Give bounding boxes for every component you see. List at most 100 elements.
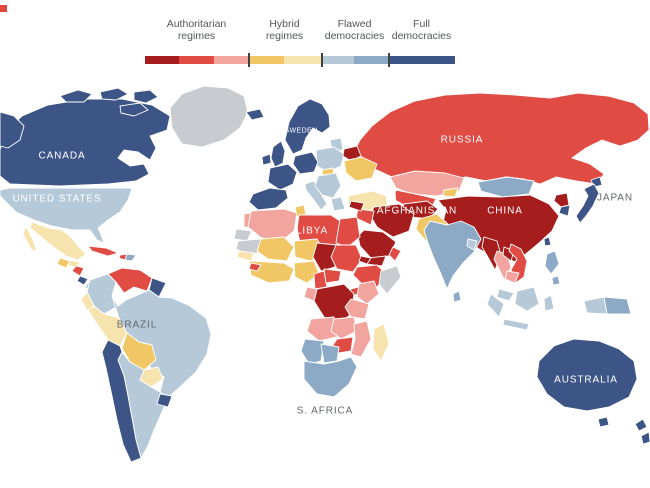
region-greenland xyxy=(169,85,249,148)
region-north-korea xyxy=(553,192,570,208)
region-indonesia-papua xyxy=(583,296,608,315)
region-arctic-island xyxy=(119,102,149,117)
legend-swatch-auth-light xyxy=(213,56,248,64)
region-france xyxy=(267,163,298,191)
region-malaysia xyxy=(496,288,515,302)
region-egypt xyxy=(335,216,361,248)
region-ireland xyxy=(261,153,272,166)
region-canada xyxy=(0,98,171,187)
region-arctic-island xyxy=(99,87,129,101)
region-eastern-europe xyxy=(315,146,345,173)
region-costa-rica xyxy=(76,275,89,286)
legend-swatch-flawed-mid xyxy=(354,56,388,64)
region-new-zealand xyxy=(634,418,648,432)
region-bolivia xyxy=(121,332,157,371)
region-botswana xyxy=(320,343,340,364)
region-zambia xyxy=(330,316,358,340)
region-ethiopia xyxy=(352,264,388,288)
region-arctic-island xyxy=(133,89,159,104)
legend-tick xyxy=(248,53,250,67)
region-new-zealand xyxy=(640,431,650,445)
region-indonesia xyxy=(543,294,555,312)
region-angola xyxy=(306,316,338,342)
legend-label-line: democracies xyxy=(391,30,452,43)
label-china: CHINA xyxy=(487,205,523,217)
region-philippines xyxy=(551,275,561,286)
region-chile xyxy=(101,339,142,463)
region-mexico xyxy=(29,221,87,261)
region-mongolia xyxy=(477,176,535,198)
region-senegal xyxy=(236,250,255,262)
region-algeria xyxy=(247,208,298,245)
legend-label-line: regimes xyxy=(265,30,304,43)
region-somalia xyxy=(378,265,402,295)
label-brazil: BRAZIL xyxy=(116,319,158,331)
caspian-sea xyxy=(386,188,396,208)
region-mozambique xyxy=(350,320,372,358)
region-indonesia xyxy=(514,286,540,312)
region-dominican-republic xyxy=(124,253,137,262)
label-sweden: SWEDEN xyxy=(284,127,318,135)
region-sudan xyxy=(330,244,363,273)
legend-label-full: Full democracies xyxy=(388,18,455,43)
region-indonesia xyxy=(486,293,505,318)
region-venezuela xyxy=(107,267,153,294)
region-south-korea xyxy=(558,204,571,217)
legend-color-bar xyxy=(145,53,455,67)
region-south-africa xyxy=(303,356,358,398)
legend-swatch-hybrid-light xyxy=(284,56,321,64)
legend-swatch-auth-mid xyxy=(179,56,214,64)
region-uruguay xyxy=(156,393,173,408)
legend-label-hybrid: Hybrid regimes xyxy=(248,18,321,43)
label-canada: CANADA xyxy=(38,150,86,162)
legend-tick xyxy=(321,53,323,67)
region-madagascar xyxy=(372,323,390,362)
region-balkans xyxy=(314,172,342,199)
region-central-europe xyxy=(292,151,319,175)
region-baja xyxy=(22,225,38,253)
region-japan xyxy=(575,183,600,224)
region-ukraine xyxy=(343,156,378,182)
legend-label-line: Authoritarian xyxy=(166,18,227,30)
region-arctic-island xyxy=(59,89,93,103)
legend-label-line: regimes xyxy=(177,30,216,43)
legend-label-line: democracies xyxy=(324,30,385,43)
region-eritrea xyxy=(358,255,372,265)
region-iberia xyxy=(248,187,289,211)
region-greece xyxy=(330,196,346,212)
region-western-sahara xyxy=(233,228,253,242)
region-oman xyxy=(388,246,402,262)
legend: Authoritarian regimes Hybrid regimes Fla… xyxy=(145,18,455,43)
legend-swatch-auth-dark xyxy=(145,56,180,64)
region-ecuador xyxy=(80,291,95,313)
region-kyrgyzstan xyxy=(442,187,459,198)
legend-label-line: Full xyxy=(413,18,430,30)
legend-tick xyxy=(388,53,390,67)
region-central-african-republic xyxy=(323,268,342,284)
legend-swatch-flawed-light xyxy=(320,56,355,64)
label-japan: JAPAN xyxy=(597,192,633,204)
region-indonesia xyxy=(502,318,530,331)
label-libya: LIBYA xyxy=(295,225,329,237)
region-congo-gabon xyxy=(303,286,318,302)
region-cuba xyxy=(87,245,119,257)
region-united-states xyxy=(0,187,133,244)
legend-swatch-hybrid-dark xyxy=(247,56,285,64)
region-iceland xyxy=(245,108,265,121)
region-chad xyxy=(312,242,338,272)
region-bangladesh xyxy=(466,238,478,251)
region-alaska xyxy=(0,111,25,149)
region-sri-lanka xyxy=(452,290,462,303)
region-philippines xyxy=(544,250,560,275)
region-cambodia xyxy=(504,270,520,284)
region-taiwan xyxy=(543,236,552,247)
region-nigeria xyxy=(293,260,320,284)
legend-swatch-full xyxy=(387,56,455,64)
legend-label-authoritarian: Authoritarian regimes xyxy=(145,18,248,43)
economist-red-mark xyxy=(0,5,7,12)
label-afghanistan: AFGHANISTAN xyxy=(376,205,458,217)
legend-label-line: Hybrid xyxy=(269,18,300,30)
region-papua-new-guinea xyxy=(603,296,632,315)
